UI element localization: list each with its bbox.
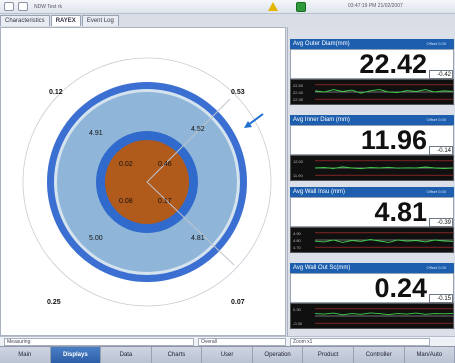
outer-value-bottom-right: 0.07 xyxy=(231,299,245,306)
trend-svg: 4.90 4.80 4.70 xyxy=(293,231,453,250)
trend-axis-label: 11.90 xyxy=(293,173,303,178)
meter-value: 0.24 xyxy=(290,273,454,303)
meter-outer-diameter: Avg Outer Diam(mm) Offset 0.00 22.42 -0.4… xyxy=(290,39,454,105)
measure-line-top-right xyxy=(146,98,231,183)
meter-label: Avg Wall Insu (mm) xyxy=(293,189,346,195)
trend-line xyxy=(314,239,453,243)
cross-section-panel: 0.12 0.53 0.25 0.07 4.91 4.52 5.00 4.81 … xyxy=(0,27,286,336)
trend-axis-label: 0.30 xyxy=(293,307,302,312)
measure-line-bottom-right xyxy=(146,181,235,266)
tab-characteristics[interactable]: Characteristics xyxy=(0,15,50,26)
nav-man-auto[interactable]: Man/Auto xyxy=(405,347,455,363)
meter-deviation: -0.42 xyxy=(429,70,453,79)
reference-circle xyxy=(22,57,272,307)
trend-line xyxy=(314,166,453,170)
arrow-head-icon xyxy=(244,121,252,128)
meter-value: 11.96 xyxy=(290,125,454,155)
nav-charts[interactable]: Charts xyxy=(152,347,203,363)
outer-value-top-right: 0.53 xyxy=(231,89,245,96)
trend-line xyxy=(314,312,453,316)
core-value-top-left: 0.02 xyxy=(119,161,133,168)
core-value-bottom-right: 0.17 xyxy=(158,198,172,205)
meter-deviation: -0.15 xyxy=(429,294,453,303)
wall-value-top-right: 4.52 xyxy=(191,126,205,133)
trend-line xyxy=(314,89,453,94)
trend-svg: 22.50 22.40 22.30 xyxy=(293,83,453,102)
trend-chart: 22.50 22.40 22.30 xyxy=(290,79,454,105)
window-title: NDW Test rk xyxy=(34,3,62,10)
trend-axis-label: 22.50 xyxy=(293,83,304,88)
meter-wall-outer-semicon: Avg Wall Out Sc(mm) Offset 0.00 0.24 -0.1… xyxy=(290,263,454,329)
trend-svg: 0.30 -0.30 xyxy=(293,307,453,326)
meter-inner-diameter: Avg Inner Diam (mm) Offset 0.00 11.96 -0.… xyxy=(290,115,454,181)
tab-bar: Characteristics RAYEX Event Log xyxy=(0,15,120,26)
tab-rayex[interactable]: RAYEX xyxy=(50,15,81,26)
wall-value-top-left: 4.91 xyxy=(89,130,103,137)
view-select[interactable]: Overall xyxy=(198,338,286,346)
meter-label: Avg Outer Diam(mm) xyxy=(293,41,350,47)
meter-offset: Offset 0.00 xyxy=(426,117,447,122)
meter-deviation: -0.39 xyxy=(429,218,453,227)
nav-user[interactable]: User xyxy=(202,347,253,363)
network-status-icon[interactable] xyxy=(296,2,306,12)
core-value-top-right: 0.46 xyxy=(158,161,172,168)
trend-axis-label: 22.40 xyxy=(293,90,304,95)
status-bar: Measuring Overall Zoom x1 xyxy=(0,336,455,346)
wall-value-bottom-left: 5.00 xyxy=(89,235,103,242)
meter-label: Avg Wall Out Sc(mm) xyxy=(293,265,351,271)
nav-operation[interactable]: Operation xyxy=(253,347,304,363)
trend-axis-label: -0.30 xyxy=(293,321,303,326)
trend-svg: 12.00 11.90 xyxy=(293,159,453,178)
trend-axis-label: 4.90 xyxy=(293,231,302,236)
meter-offset: Offset 0.00 xyxy=(426,265,447,270)
tab-event-log[interactable]: Event Log xyxy=(81,15,119,26)
nav-controller[interactable]: Controller xyxy=(354,347,405,363)
nav-main[interactable]: Main xyxy=(0,347,51,363)
zoom-field[interactable]: Zoom x1 xyxy=(290,338,430,346)
meter-offset: Offset 0.00 xyxy=(426,189,447,194)
window-menu-icon[interactable] xyxy=(4,2,14,11)
nav-data[interactable]: Data xyxy=(101,347,152,363)
wall-value-bottom-right: 4.81 xyxy=(191,235,205,242)
warning-icon[interactable] xyxy=(268,2,278,11)
meter-value: 22.42 xyxy=(290,49,454,79)
meter-value: 4.81 xyxy=(290,197,454,227)
outer-value-top-left: 0.12 xyxy=(49,89,63,96)
trend-axis-label: 4.80 xyxy=(293,238,302,243)
trend-axis-label: 4.70 xyxy=(293,245,302,250)
clock: 03:47:19 PM 21/02/2007 xyxy=(348,3,403,9)
minimize-icon[interactable] xyxy=(18,2,28,11)
nav-displays[interactable]: Displays xyxy=(50,347,102,363)
meter-wall-insulation: Avg Wall Insu (mm) Offset 0.00 4.81 -0.39… xyxy=(290,187,454,253)
trend-axis-label: 12.00 xyxy=(293,159,304,164)
outer-value-bottom-left: 0.25 xyxy=(47,299,61,306)
trend-chart: 0.30 -0.30 xyxy=(290,303,454,329)
meter-deviation: -0.14 xyxy=(429,146,453,155)
status-field: Measuring xyxy=(4,338,194,346)
meters-panel: Avg Outer Diam(mm) Offset 0.00 22.42 -0.4… xyxy=(287,27,455,336)
meter-label: Avg Inner Diam (mm) xyxy=(293,117,350,123)
trend-axis-label: 22.30 xyxy=(293,97,304,102)
title-bar: NDW Test rk xyxy=(0,0,455,14)
bottom-navigation: Main Displays Data Charts User Operation… xyxy=(0,346,455,363)
trend-chart: 4.90 4.80 4.70 xyxy=(290,227,454,253)
nav-product[interactable]: Product xyxy=(303,347,354,363)
trend-chart: 12.00 11.90 xyxy=(290,155,454,181)
core-value-bottom-left: 0.08 xyxy=(119,198,133,205)
direction-arrow-icon xyxy=(247,113,264,126)
cable-cross-section: 0.12 0.53 0.25 0.07 4.91 4.52 5.00 4.81 … xyxy=(22,57,272,307)
meter-offset: Offset 0.00 xyxy=(426,41,447,46)
